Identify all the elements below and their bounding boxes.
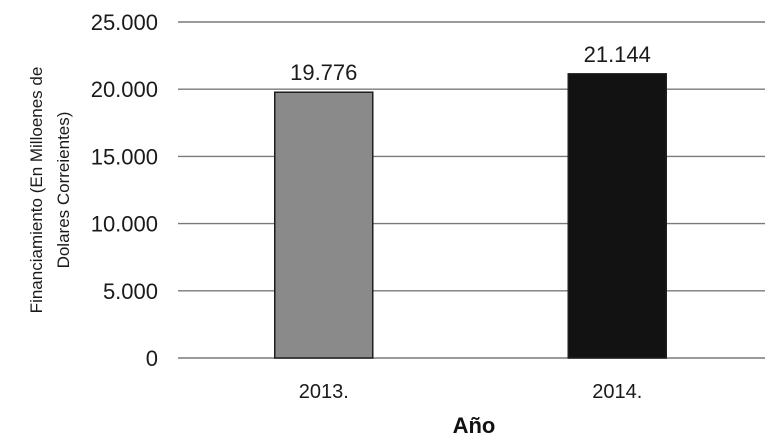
- y-tick-label: 10.000: [91, 212, 158, 237]
- x-tick-labels: 2013. 2014.: [299, 381, 643, 403]
- y-tick-label: 0: [146, 346, 158, 371]
- y-tick-label: 15.000: [91, 144, 158, 169]
- bars: [274, 73, 667, 359]
- x-tick-label: 2014.: [592, 381, 642, 403]
- bar: [567, 73, 667, 359]
- data-label: 21.144: [584, 42, 651, 67]
- y-axis-title-line-2: Dolares Correientes): [54, 112, 73, 269]
- x-tick-label: 2013.: [299, 381, 349, 403]
- y-tick-label: 5.000: [103, 279, 158, 304]
- y-tick-label: 25.000: [91, 10, 158, 35]
- bar: [274, 91, 374, 359]
- y-axis-title-line-1: Financiamiento (En Milloenes de: [27, 67, 46, 314]
- data-labels: 19.776 21.144: [290, 42, 651, 85]
- data-label: 19.776: [290, 60, 357, 85]
- x-axis-title: Año: [453, 413, 496, 438]
- y-axis-title: Financiamiento (En Milloenes de Dolares …: [27, 67, 73, 314]
- y-tick-labels: 0 5.000 10.000 15.000 20.000 25.000: [91, 10, 158, 371]
- y-tick-label: 20.000: [91, 77, 158, 102]
- gridlines: [178, 21, 765, 359]
